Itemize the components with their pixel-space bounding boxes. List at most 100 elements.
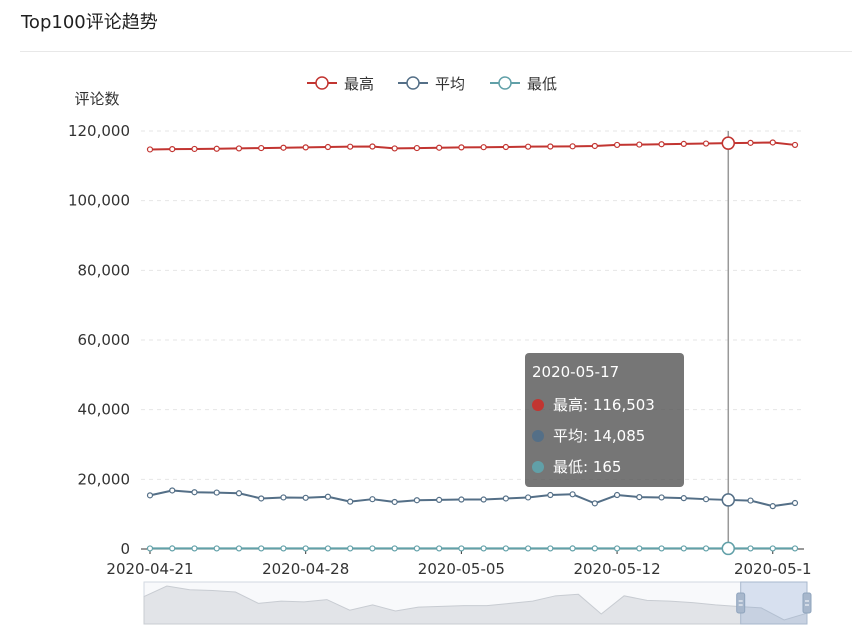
x-tick-label: 2020-05-1 [734,560,812,578]
data-point-min [169,545,176,552]
data-point-avg [613,491,621,499]
data-point-avg [769,503,776,510]
x-tick-label: 2020-04-28 [262,560,349,578]
data-point-max [191,145,198,153]
data-point-max [324,143,332,151]
data-point-max [146,146,154,153]
data-point-max [658,141,665,148]
y-tick-label: 60,000 [78,331,131,349]
zoom-handle-right[interactable] [802,592,812,614]
y-tick-label: 80,000 [78,261,131,279]
legend-label: 平均 [435,75,465,93]
data-point-min [436,545,443,552]
data-point-avg [658,494,665,501]
tooltip-dot-avg [532,429,544,442]
data-point-min [525,545,532,552]
data-point-avg [191,489,198,496]
data-point-avg [302,494,309,501]
legend-marker [315,76,329,90]
data-point-max [458,144,465,151]
tooltip-row-avg: 平均: 14,085 [532,425,645,446]
data-point-max [391,145,398,152]
zoom-handle-left[interactable] [736,592,746,614]
data-point-avg [525,494,532,501]
data-point-avg [369,496,376,503]
data-point-min [347,545,354,552]
data-point-min [747,545,754,552]
data-point-max [721,136,736,150]
data-point-min [547,545,554,552]
data-point-avg [547,491,554,499]
data-point-avg [347,498,354,505]
data-point-max [569,143,576,150]
data-point-min [591,545,598,552]
data-point-max [280,144,287,151]
legend-item-min[interactable]: 最低 [490,75,557,93]
x-tick-label: 2020-05-12 [573,560,660,578]
data-point-max [347,143,354,150]
data-point-max [791,141,799,149]
data-point-max [591,142,598,150]
data-point-min [302,545,309,552]
tooltip-dot-max [532,398,544,411]
y-tick-label: 0 [120,540,130,558]
data-point-max [702,140,710,147]
tooltip-row-max: 最高: 116,503 [532,394,655,415]
data-point-min [721,541,736,556]
tooltip-date: 2020-05-17 [532,363,620,381]
data-point-avg [235,490,243,497]
y-tick-label: 120,000 [68,122,130,140]
data-point-min [369,545,376,552]
data-point-min [391,545,398,552]
series-line-avg [149,489,796,508]
data-point-avg [791,499,799,507]
data-point-max [302,144,309,151]
data-point-max [769,139,776,146]
legend-item-max[interactable]: 最高 [307,75,374,93]
data-point-min [658,545,665,552]
zoom-selected-range[interactable] [740,581,808,625]
data-point-min [458,545,465,552]
data-point-max [213,145,220,152]
data-point-avg [458,496,465,503]
data-point-avg [280,494,287,501]
tooltip-label-max: 最高: 116,503 [553,396,655,414]
data-point-min [613,545,621,552]
tooltip-label-min: 最低: 165 [553,458,622,476]
data-point-min [146,545,154,552]
data-point-min [324,545,332,552]
data-point-min [191,545,198,552]
data-point-max [480,144,487,151]
data-point-min [680,545,687,552]
legend-marker [406,76,420,90]
legend-item-avg[interactable]: 平均 [398,75,465,93]
data-point-max [680,140,687,147]
data-point-min [480,545,487,552]
data-point-min [502,545,509,552]
data-point-min [413,545,420,552]
data-point-max [502,143,509,151]
data-point-avg [169,487,176,494]
chart-tooltip: 2020-05-17 最高: 116,503 平均: 14,085 最低: 16… [525,353,684,487]
data-point-avg [146,492,154,499]
data-point-min [569,545,576,552]
data-point-min [235,545,243,552]
data-point-avg [636,493,643,501]
data-point-max [747,139,754,146]
legend-marker [498,76,512,90]
y-axis-label: 评论数 [74,90,119,108]
data-point-min [702,545,710,552]
series-line-max [149,141,796,151]
data-point-avg [680,495,687,502]
x-tick-label: 2020-04-21 [106,560,193,578]
data-point-max [169,146,176,153]
data-point-avg [391,498,398,506]
legend-label: 最高 [344,75,374,93]
y-tick-label: 100,000 [68,192,130,210]
title-divider [20,51,852,52]
tooltip-row-min: 最低: 165 [532,456,621,477]
data-point-avg [502,495,509,502]
data-point-avg [721,493,736,507]
data-point-max [613,141,621,149]
